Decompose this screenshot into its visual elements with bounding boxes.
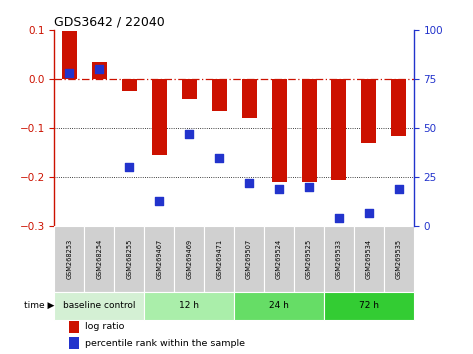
Bar — [264, 226, 294, 292]
Bar — [391, 79, 406, 136]
Text: GSM268254: GSM268254 — [96, 239, 102, 279]
Text: time ▶: time ▶ — [24, 301, 54, 310]
Bar — [354, 226, 384, 292]
Bar — [152, 79, 166, 155]
Text: GSM268255: GSM268255 — [126, 239, 132, 279]
Bar — [54, 226, 84, 292]
Text: baseline control: baseline control — [63, 301, 136, 310]
Bar — [69, 337, 79, 349]
Point — [125, 165, 133, 170]
Bar — [114, 226, 144, 292]
Point — [335, 216, 343, 221]
Text: GDS3642 / 22040: GDS3642 / 22040 — [54, 16, 165, 29]
Point — [275, 186, 283, 192]
Bar — [182, 79, 197, 99]
Bar — [294, 226, 324, 292]
Bar — [92, 62, 107, 79]
Point — [365, 210, 373, 215]
Bar — [234, 226, 264, 292]
Text: GSM269533: GSM269533 — [336, 239, 342, 279]
Bar — [302, 79, 316, 182]
Text: GSM269507: GSM269507 — [246, 239, 252, 279]
Point — [66, 70, 73, 76]
Text: 72 h: 72 h — [359, 301, 379, 310]
Bar — [324, 226, 354, 292]
Bar — [144, 292, 234, 320]
Text: GSM269471: GSM269471 — [216, 239, 222, 279]
Bar — [211, 79, 227, 111]
Bar — [272, 79, 287, 182]
Point — [156, 198, 163, 204]
Point — [215, 155, 223, 160]
Text: GSM269525: GSM269525 — [306, 239, 312, 279]
Bar — [144, 226, 174, 292]
Bar — [174, 226, 204, 292]
Bar — [122, 79, 137, 91]
Bar — [384, 226, 414, 292]
Text: 12 h: 12 h — [179, 301, 199, 310]
Text: GSM269469: GSM269469 — [186, 239, 192, 279]
Text: log ratio: log ratio — [85, 322, 124, 331]
Text: 24 h: 24 h — [269, 301, 289, 310]
Text: GSM269524: GSM269524 — [276, 239, 282, 279]
Bar — [324, 292, 414, 320]
Point — [305, 184, 313, 190]
Text: GSM268253: GSM268253 — [66, 239, 72, 279]
Text: GSM269534: GSM269534 — [366, 239, 372, 279]
Point — [245, 180, 253, 186]
Point — [185, 131, 193, 137]
Bar — [69, 321, 79, 333]
Bar — [242, 79, 256, 118]
Bar — [62, 31, 77, 79]
Bar — [361, 79, 377, 143]
Point — [96, 67, 103, 72]
Text: GSM269535: GSM269535 — [396, 239, 402, 279]
Text: GSM269467: GSM269467 — [156, 239, 162, 279]
Bar — [204, 226, 234, 292]
Bar — [54, 292, 144, 320]
Bar — [84, 226, 114, 292]
Bar — [332, 79, 346, 179]
Point — [395, 186, 403, 192]
Text: percentile rank within the sample: percentile rank within the sample — [85, 339, 245, 348]
Bar — [234, 292, 324, 320]
